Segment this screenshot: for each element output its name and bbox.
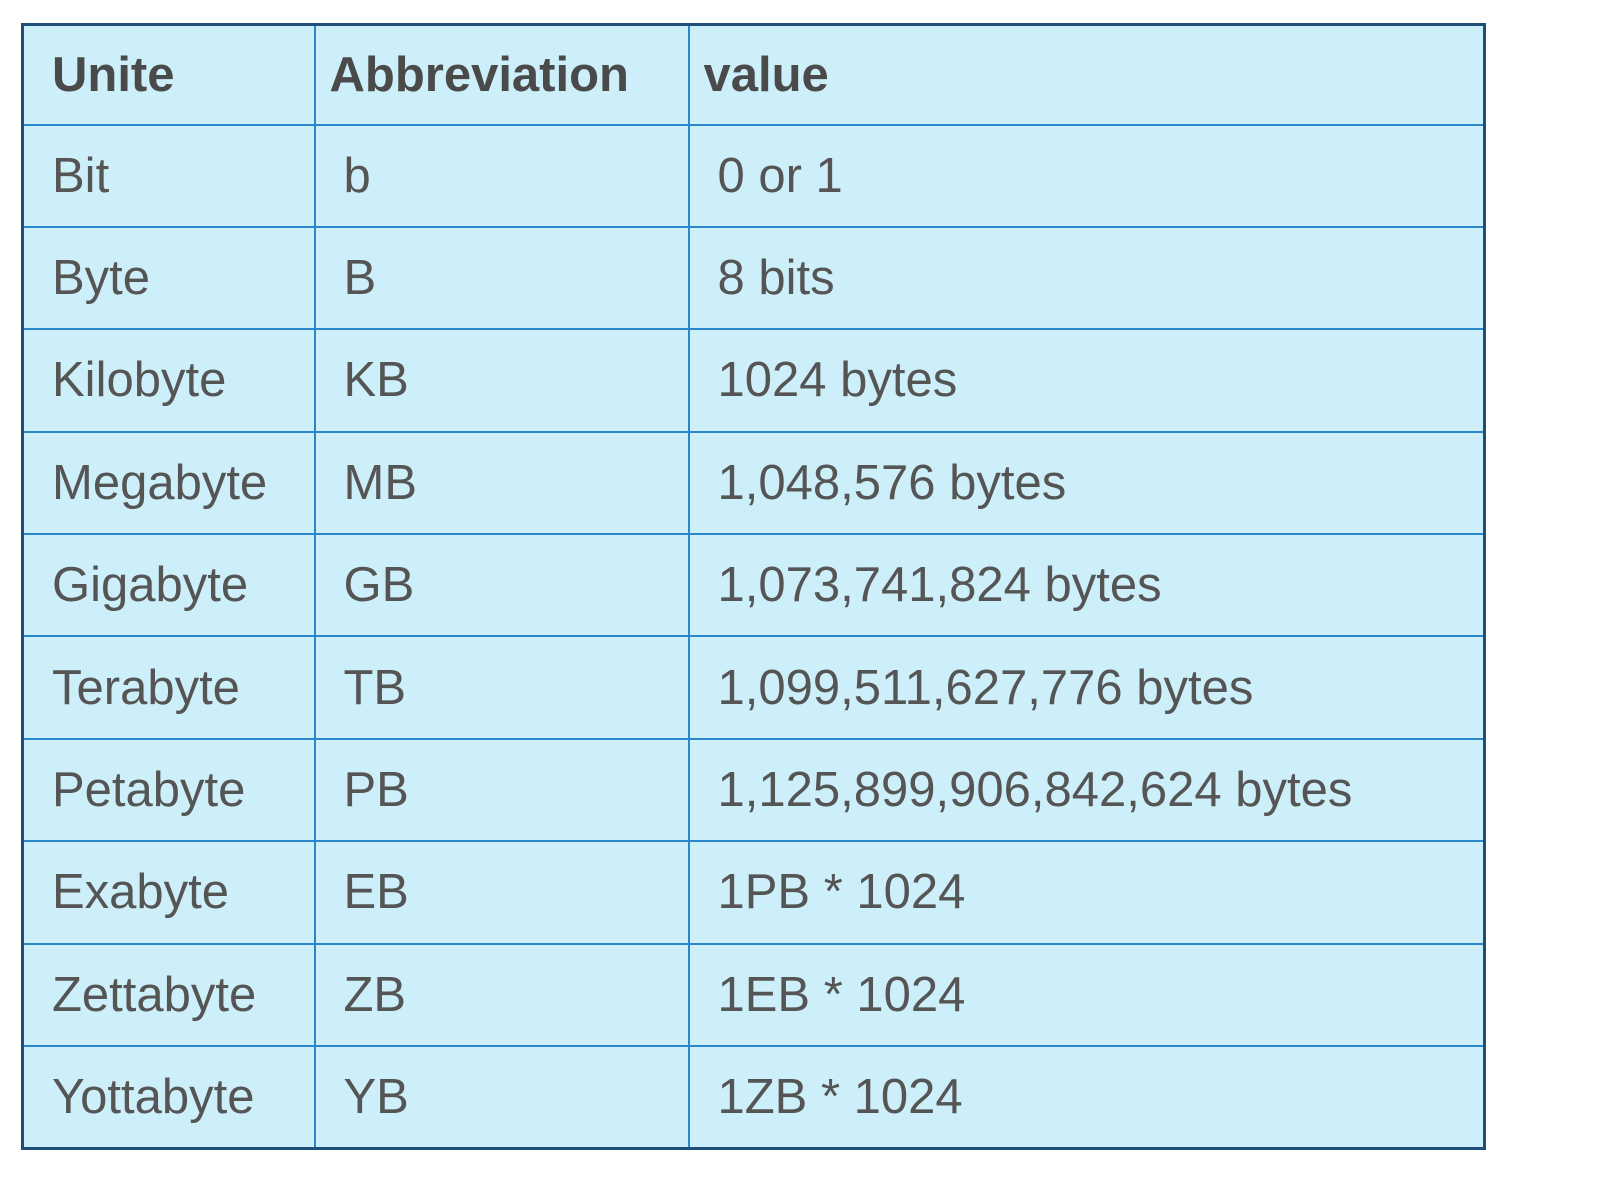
table-cell: 1,073,741,824 bytes [687, 533, 1486, 638]
table-cell: PB [313, 737, 690, 843]
table-cell: 1ZB * 1024 [687, 1045, 1486, 1150]
table-cell: Petabyte [21, 737, 316, 843]
table-cell: 8 bits [687, 225, 1486, 331]
header-cell: Abbreviation [313, 23, 690, 126]
table-row: Bit b 0 or 1 [21, 123, 1486, 228]
table-cell: EB [313, 840, 690, 945]
table-cell: 1024 bytes [687, 328, 1486, 433]
table-cell: Byte [21, 225, 316, 331]
table-header: Unite Abbreviation value [21, 23, 1486, 126]
header-cell: value [687, 23, 1486, 126]
table-cell: 1,125,899,906,842,624 bytes [687, 737, 1486, 843]
table-cell: MB [313, 430, 690, 536]
table-row: Yottabyte YB 1ZB * 1024 [21, 1045, 1486, 1150]
table-cell: Bit [21, 123, 316, 228]
table-cell: Terabyte [21, 635, 316, 740]
table-cell: B [313, 225, 690, 331]
table-cell: Kilobyte [21, 328, 316, 433]
table-cell: Gigabyte [21, 533, 316, 638]
table-cell: Megabyte [21, 430, 316, 536]
table-cell: Yottabyte [21, 1045, 316, 1150]
header-row: Unite Abbreviation value [21, 23, 1486, 126]
table-row: Byte B 8 bits [21, 225, 1486, 331]
table-cell: 1EB * 1024 [687, 942, 1486, 1048]
units-table: Unite Abbreviation value Bit b 0 or 1 Byte B 8 … [21, 23, 1486, 1150]
table-row: Terabyte TB 1,099,511,627,776 bytes [21, 635, 1486, 740]
header-cell: Unite [21, 23, 316, 126]
table-body: Bit b 0 or 1 Byte B 8 bits Kilobyte KB 1024 byte… [21, 123, 1486, 1150]
table-row: Zettabyte ZB 1EB * 1024 [21, 942, 1486, 1048]
table-cell: Exabyte [21, 840, 316, 945]
table-cell: b [313, 123, 690, 228]
table-cell: GB [313, 533, 690, 638]
table-cell: 1,099,511,627,776 bytes [687, 635, 1486, 740]
table-cell: YB [313, 1045, 690, 1150]
table-row: Petabyte PB 1,125,899,906,842,624 bytes [21, 737, 1486, 843]
table-cell: KB [313, 328, 690, 433]
table-cell: Zettabyte [21, 942, 316, 1048]
table-row: Exabyte EB 1PB * 1024 [21, 840, 1486, 945]
table-cell: 0 or 1 [687, 123, 1486, 228]
table-cell: ZB [313, 942, 690, 1048]
table-cell: 1,048,576 bytes [687, 430, 1486, 536]
table-cell: TB [313, 635, 690, 740]
table-row: Megabyte MB 1,048,576 bytes [21, 430, 1486, 536]
table-row: Kilobyte KB 1024 bytes [21, 328, 1486, 433]
table-row: Gigabyte GB 1,073,741,824 bytes [21, 533, 1486, 638]
table-cell: 1PB * 1024 [687, 840, 1486, 945]
